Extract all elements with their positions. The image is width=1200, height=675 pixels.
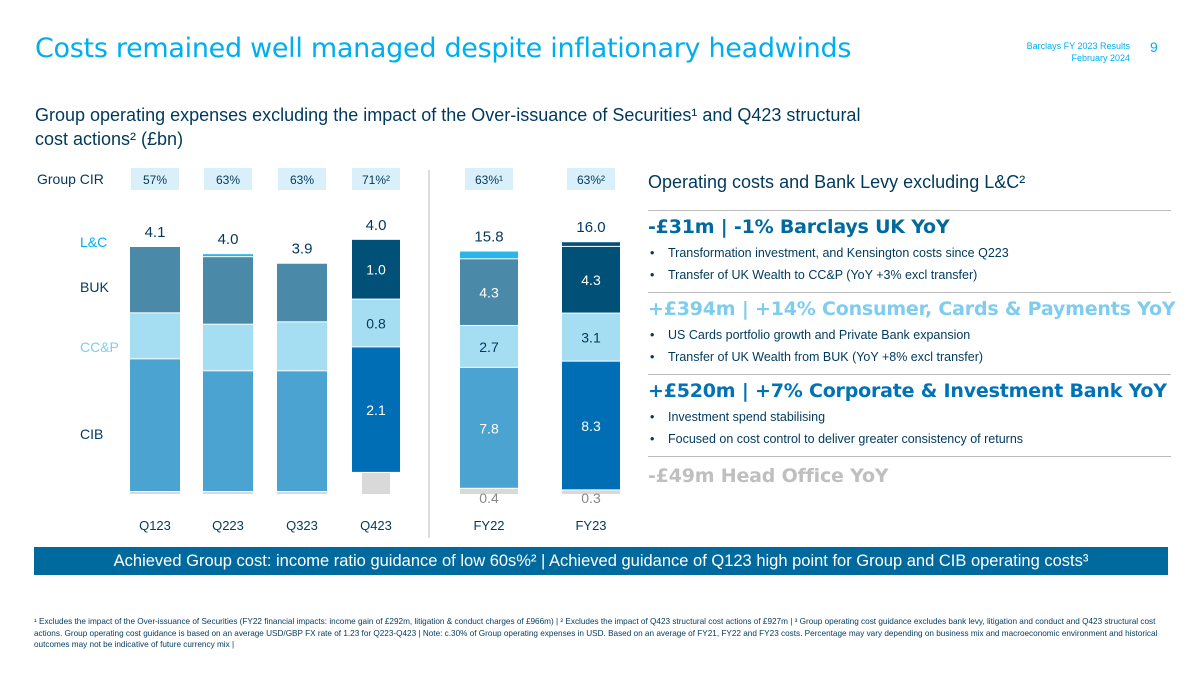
bar-segment-buk [562, 246, 620, 313]
segment-label: 2.1 [366, 402, 386, 418]
page-number: 9 [1150, 39, 1158, 55]
footnote: ¹ Excludes the impact of the Over-issuan… [34, 617, 1158, 649]
bar-segment-buk [460, 259, 518, 325]
report-name: Barclays FY 2023 Results [1026, 41, 1130, 51]
legend-label: CIB [80, 426, 103, 442]
cir-value: 63%¹ [475, 173, 503, 187]
bar-segment-ccp [352, 299, 400, 347]
bar-total-label: 3.9 [292, 241, 313, 258]
legend-label: BUK [80, 279, 109, 295]
report-date: February 2024 [1071, 53, 1130, 63]
bar-segment-buk [352, 239, 400, 299]
bar-segment-lc [460, 251, 518, 259]
bar-segment-ccp [562, 313, 620, 361]
bar-segment-cib [352, 347, 400, 472]
section-headline: -£31m | -1% Barclays UK YoY [648, 216, 950, 238]
bullet-item: Focused on cost control to deliver great… [648, 428, 1171, 450]
section-head-office: -£49m Head Office YoY [648, 457, 1171, 487]
section-headline: -£49m Head Office YoY [648, 465, 889, 487]
cir-box [352, 168, 400, 190]
segment-label: 4.3 [479, 285, 499, 301]
section-corporate-investment-bank: +£520m | +7% Corporate & Investment Bank… [648, 375, 1171, 457]
bar-segment-lc [562, 242, 620, 246]
bar-segment-ccp [277, 322, 327, 371]
cir-value: 63% [290, 173, 314, 187]
legend-label: L&C [80, 234, 107, 250]
segment-label: 0.3 [581, 490, 601, 506]
cir-value: 71%² [362, 173, 390, 187]
bar-total-label: 4.1 [145, 224, 166, 241]
cir-box [567, 168, 615, 190]
bar-total-label: 16.0 [576, 219, 605, 236]
bar-segment-ccp [203, 324, 253, 371]
bar-total-label: 15.8 [474, 229, 503, 246]
x-axis-label: Q223 [212, 518, 244, 533]
segment-label: 4.3 [581, 272, 601, 288]
bullet-item: Transfer of UK Wealth from BUK (YoY +8% … [648, 346, 1171, 368]
segment-label: 0.4 [479, 490, 499, 506]
bar-segment-buk [277, 263, 327, 322]
bullet-item: Transfer of UK Wealth to CC&P (YoY +3% e… [648, 264, 1171, 286]
bar-segment-cib [130, 359, 180, 492]
bar-segment-ho [130, 492, 180, 494]
cir-box [131, 168, 179, 190]
segment-label: 3.1 [581, 330, 601, 346]
bar-segment-ho [562, 490, 620, 494]
cir-value: 63%² [577, 173, 605, 187]
bar-total-label: 4.0 [218, 231, 239, 248]
bar-segment-lc [203, 254, 253, 257]
segment-label: 0.8 [366, 316, 386, 332]
bar-segment-buk [130, 247, 180, 313]
section-headline: +£520m | +7% Corporate & Investment Bank… [648, 380, 1167, 402]
segment-label: 1.0 [366, 262, 386, 278]
bar-segment-ho [203, 492, 253, 494]
summary-banner: Achieved Group cost: income ratio guidan… [34, 547, 1168, 575]
bar-segment-ccp [130, 313, 180, 359]
bar-segment-cib [203, 371, 253, 492]
section-headline: +£394m | +14% Consumer, Cards & Payments… [648, 298, 1176, 320]
group-cir-label: Group CIR [37, 171, 104, 187]
bar-segment-ho [277, 492, 327, 494]
page-title: Costs remained well managed despite infl… [35, 33, 852, 64]
x-axis-label: Q323 [286, 518, 318, 533]
cir-value: 57% [143, 173, 167, 187]
legend-label: CC&P [80, 339, 119, 355]
bar-segment-cib [562, 361, 620, 490]
bar-segment-ho [362, 472, 390, 494]
bullet-item: Transformation investment, and Kensingto… [648, 242, 1171, 264]
bar-total-label: 4.0 [366, 217, 387, 234]
report-info: Barclays FY 2023 Results February 2024 [1027, 40, 1130, 64]
bar-segment-ho [460, 488, 518, 494]
bar-segment-cib [460, 367, 518, 488]
x-axis-label: Q123 [139, 518, 171, 533]
segment-label: 8.3 [581, 418, 601, 434]
section-consumer-cards-payments: +£394m | +14% Consumer, Cards & Payments… [648, 293, 1176, 375]
cir-value: 63% [216, 173, 240, 187]
stacked-bar-chart: Group CIR 57% 63% 63% 71%² 63%¹ 63%² L&C BUK CC&P… [37, 168, 620, 538]
cir-box [278, 168, 326, 190]
bullet-item: US Cards portfolio growth and Private Ba… [648, 324, 1171, 346]
bar-segment-ccp [460, 325, 518, 367]
cir-box [204, 168, 252, 190]
chart-subtitle: Group operating expenses excluding the i… [35, 105, 861, 149]
segment-label: 7.8 [479, 420, 499, 436]
right-panel: Operating costs and Bank Levy excluding … [648, 172, 1176, 491]
panel-title: Operating costs and Bank Levy excluding … [648, 172, 1171, 211]
section-barclays-uk: -£31m | -1% Barclays UK YoY Transformati… [648, 211, 1171, 293]
bar-segment-buk [203, 257, 253, 324]
x-axis-label: Q423 [360, 518, 392, 533]
bar-segment-cib [277, 371, 327, 492]
segment-label: 2.7 [479, 339, 499, 355]
bullet-item: Investment spend stabilising [648, 406, 1171, 428]
cir-box [465, 168, 513, 190]
x-axis-label: FY22 [473, 518, 504, 533]
x-axis-label: FY23 [575, 518, 606, 533]
